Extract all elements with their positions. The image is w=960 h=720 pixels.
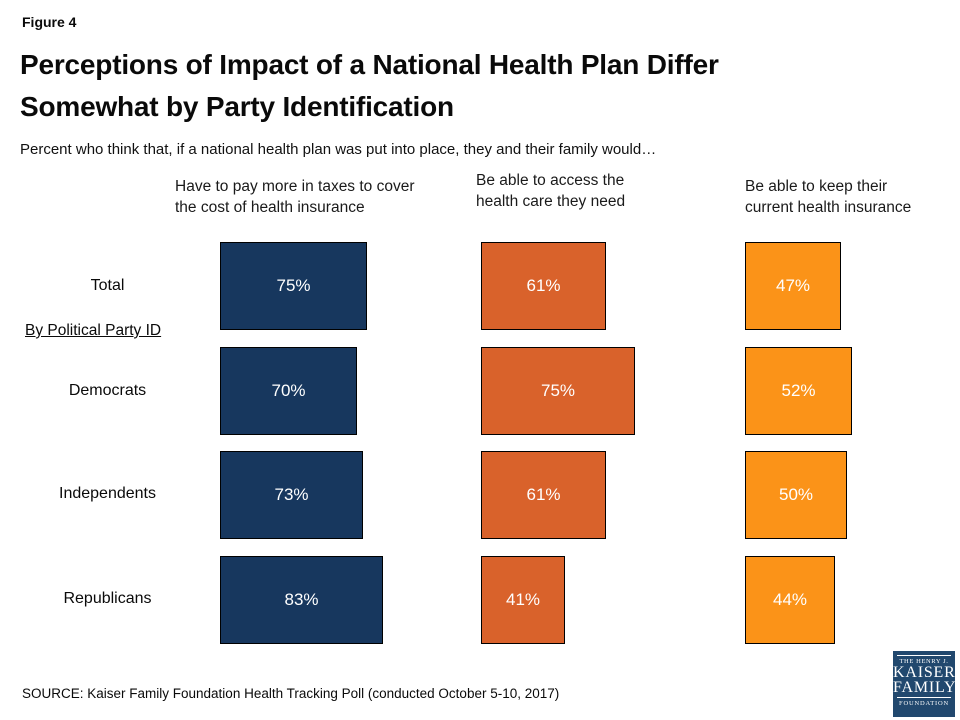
bar-democrats-col3: 52% bbox=[745, 347, 852, 435]
chart-subtitle: Percent who think that, if a national he… bbox=[20, 141, 657, 158]
bar-independents-col3: 50% bbox=[745, 451, 847, 539]
bar-total-col3: 47% bbox=[745, 242, 841, 330]
bar-value-label: 61% bbox=[526, 485, 561, 504]
column-header-line: health care they need bbox=[476, 193, 626, 210]
bar-value-label: 52% bbox=[781, 381, 816, 400]
kff-logo-foundation: FOUNDATION bbox=[897, 697, 951, 707]
kff-logo-the-henry-j: THE HENRY J. bbox=[897, 655, 951, 665]
column-header-line: Have to pay more in taxes to cover bbox=[175, 178, 415, 195]
column-header-keep-insurance: Be able to keep their current health ins… bbox=[745, 176, 960, 218]
bar-value-label: 75% bbox=[540, 381, 576, 400]
bar-value-label: 73% bbox=[274, 485, 309, 504]
bar-total-col2: 61% bbox=[481, 242, 606, 330]
source-note: SOURCE: Kaiser Family Foundation Health … bbox=[22, 686, 560, 701]
bar-value-label: 44% bbox=[772, 590, 808, 609]
bar-value-label: 50% bbox=[778, 485, 814, 504]
bar-value-label: 75% bbox=[276, 276, 311, 295]
row-label-democrats: Democrats bbox=[68, 382, 147, 399]
figure-label: Figure 4 bbox=[22, 14, 77, 30]
row-label-total: Total bbox=[90, 277, 125, 294]
bar-independents-col1: 73% bbox=[220, 451, 363, 539]
bar-republicans-col2: 41% bbox=[481, 556, 565, 644]
bar-democrats-col2: 75% bbox=[481, 347, 635, 435]
bar-total-col1: 75% bbox=[220, 242, 367, 330]
bar-independents-col2: 61% bbox=[481, 451, 606, 539]
bar-republicans-col1: 83% bbox=[220, 556, 383, 644]
bar-democrats-col1: 70% bbox=[220, 347, 357, 435]
group-label-by-political-party-id: By Political Party ID bbox=[25, 322, 162, 339]
row-label-independents: Independents bbox=[59, 485, 156, 502]
column-header-line: Be able to access the bbox=[476, 172, 625, 189]
column-header-access-care: Be able to access the health care they n… bbox=[476, 170, 696, 212]
chart-area: Have to pay more in taxes to cover the c… bbox=[25, 170, 960, 644]
bar-value-label: 70% bbox=[271, 381, 306, 400]
kff-logo-family: FAMILY bbox=[893, 679, 957, 696]
bar-value-label: 41% bbox=[505, 590, 541, 609]
column-header-line: current health insurance bbox=[745, 199, 912, 216]
page-title-line-2: Somewhat by Party Identification bbox=[20, 91, 454, 122]
kff-logo-kaiser: KAISER bbox=[893, 664, 956, 681]
row-label-republicans: Republicans bbox=[63, 590, 152, 607]
bar-republicans-col3: 44% bbox=[745, 556, 835, 644]
page-title: Perceptions of Impact of a National Heal… bbox=[20, 44, 719, 128]
bar-value-label: 61% bbox=[526, 276, 561, 295]
column-header-pay-more-taxes: Have to pay more in taxes to cover the c… bbox=[175, 176, 455, 218]
page-title-line-1: Perceptions of Impact of a National Heal… bbox=[20, 49, 719, 80]
kff-logo: THE HENRY J. KAISER FAMILY FOUNDATION bbox=[893, 651, 957, 717]
bar-value-label: 47% bbox=[775, 276, 811, 295]
bar-value-label: 83% bbox=[284, 590, 319, 609]
column-header-line: Be able to keep their bbox=[745, 178, 888, 195]
column-header-line: the cost of health insurance bbox=[175, 199, 365, 216]
